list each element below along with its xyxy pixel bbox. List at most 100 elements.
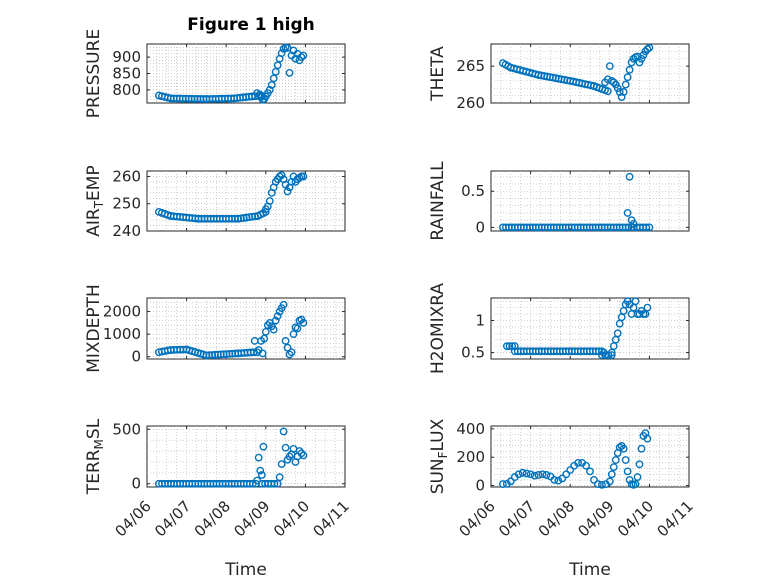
- data-point: [607, 470, 616, 479]
- y-axis-label: RAINFALL: [428, 161, 448, 241]
- y-axis-label-part: TERR: [84, 449, 104, 495]
- data-point: [597, 480, 606, 489]
- data-point: [530, 471, 539, 480]
- y-tick-label: 0: [131, 475, 141, 493]
- grid-lines: [491, 298, 689, 359]
- data-point: [603, 87, 612, 96]
- data-point: [526, 470, 535, 479]
- data-point: [623, 73, 632, 82]
- data-series: [498, 172, 654, 232]
- data-series: [154, 300, 308, 360]
- data-point: [558, 474, 567, 483]
- data-point: [285, 350, 294, 359]
- y-axis-label-subscript: M: [92, 439, 106, 449]
- data-point: [643, 303, 652, 312]
- data-point: [631, 297, 640, 306]
- y-tick-label: 1: [475, 311, 485, 329]
- data-point: [260, 334, 269, 343]
- data-point: [623, 467, 632, 476]
- x-tick-label: 04/10: [614, 497, 657, 540]
- data-point: [258, 349, 267, 358]
- y-tick-label: 260: [456, 94, 485, 112]
- data-point: [645, 223, 654, 232]
- y-tick-label: 0: [475, 218, 485, 236]
- data-point: [299, 318, 308, 327]
- y-tick-label: 0.5: [461, 344, 485, 362]
- y-axis-label-part: SL: [84, 418, 104, 439]
- data-point: [619, 88, 628, 96]
- data-point: [277, 171, 286, 179]
- data-point: [582, 461, 590, 470]
- data-point: [293, 324, 302, 333]
- data-point: [538, 470, 547, 479]
- data-point: [299, 172, 308, 181]
- y-tick-label: 200: [456, 448, 485, 466]
- data-point: [265, 197, 274, 205]
- y-axis-label-part: EMP: [84, 165, 104, 201]
- y-tick-label: 400: [456, 420, 485, 438]
- x-tick-label: 04/10: [270, 497, 313, 540]
- y-axis-label: PRESSURE: [84, 29, 104, 118]
- data-point: [299, 451, 308, 460]
- data-point: [633, 473, 642, 481]
- data-point: [279, 300, 288, 309]
- data-point: [297, 53, 306, 62]
- data-point: [550, 476, 559, 484]
- data-point: [605, 477, 614, 486]
- y-axis-label-part: THETA: [428, 46, 448, 102]
- data-point: [297, 449, 306, 458]
- data-point: [645, 43, 654, 52]
- y-tick-label: 1000: [103, 325, 141, 343]
- data-point: [498, 480, 507, 489]
- data-point: [574, 458, 583, 467]
- data-point: [566, 466, 575, 474]
- data-point: [522, 469, 531, 478]
- data-point: [259, 442, 268, 451]
- data-point: [562, 470, 571, 479]
- data-point: [594, 480, 602, 489]
- subplot-3: 0 0.5 RAINFALL: [428, 161, 690, 241]
- y-axis-label: MIXDEPTH: [84, 284, 104, 373]
- y-axis-label: THETA: [428, 46, 448, 102]
- data-point: [603, 75, 612, 84]
- y-axis-label-part: LUX: [428, 418, 448, 451]
- x-axis-label: Time: [568, 560, 611, 580]
- data-point: [256, 466, 265, 475]
- data-point: [295, 447, 304, 455]
- data-point: [502, 342, 511, 351]
- data-point: [613, 329, 622, 338]
- x-tick-label: 04/11: [310, 497, 353, 540]
- data-point: [257, 471, 266, 479]
- y-tick-label: 900: [112, 48, 141, 66]
- data-point: [609, 463, 618, 472]
- data-point: [590, 476, 598, 484]
- y-axis-label-part: MIXDEPTH: [84, 284, 104, 373]
- x-tick-label: 04/06: [456, 497, 499, 540]
- data-point: [629, 54, 638, 63]
- data-point: [505, 342, 514, 351]
- x-tick-label: 04/07: [495, 497, 538, 540]
- data-point: [265, 85, 274, 94]
- data-point: [609, 78, 618, 87]
- data-point: [619, 444, 628, 453]
- data-point: [635, 460, 644, 469]
- data-point: [621, 456, 630, 464]
- data-point: [261, 327, 270, 336]
- data-point: [514, 470, 523, 479]
- x-tick-label: 04/11: [654, 497, 697, 540]
- data-point: [643, 45, 652, 54]
- y-axis-label-part: AIR: [84, 208, 104, 237]
- data-point: [299, 51, 308, 60]
- y-tick-label: 800: [112, 81, 141, 99]
- grid-lines: [491, 426, 689, 487]
- data-point: [642, 223, 651, 232]
- data-point: [518, 468, 527, 477]
- data-point: [254, 453, 263, 462]
- data-point: [586, 467, 594, 476]
- data-point: [631, 480, 640, 489]
- data-point: [611, 456, 620, 464]
- data-point: [624, 223, 633, 232]
